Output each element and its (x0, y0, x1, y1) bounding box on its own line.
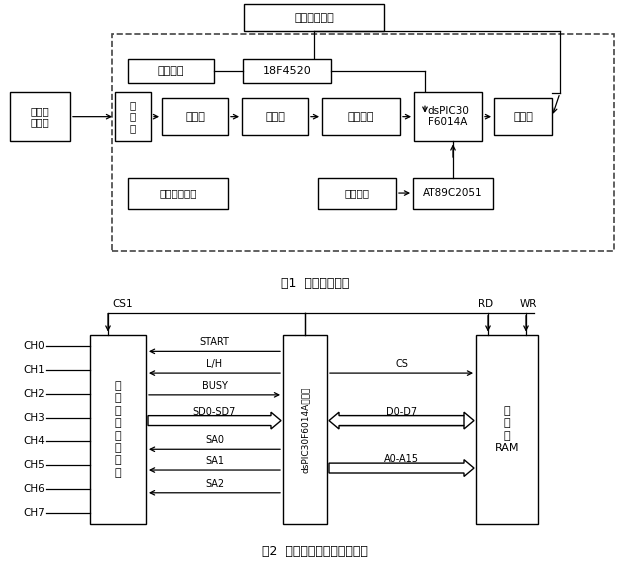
Bar (494, 98, 552, 135)
Text: 传
感
器: 传 感 器 (130, 100, 136, 133)
Text: CH4: CH4 (23, 437, 45, 446)
Text: 18F4520: 18F4520 (263, 66, 311, 76)
Text: CS1: CS1 (112, 299, 133, 309)
Text: 图1  系统结构框图: 图1 系统结构框图 (281, 277, 349, 290)
Text: SD0-SD7: SD0-SD7 (193, 407, 236, 417)
Text: AT89C2051: AT89C2051 (423, 188, 483, 198)
Bar (318, 178, 396, 209)
Text: 图2  信号采集及处理电路原理: 图2 信号采集及处理电路原理 (262, 545, 368, 558)
Text: 大
容
量
RAM: 大 容 量 RAM (495, 406, 519, 453)
Text: CH6: CH6 (23, 484, 45, 494)
Text: CH1: CH1 (23, 365, 45, 375)
Bar (128, 59, 214, 82)
Bar (322, 98, 400, 135)
FancyArrow shape (148, 412, 281, 429)
Text: 车号识别系统: 车号识别系统 (294, 12, 334, 23)
Text: A0-A15: A0-A15 (384, 454, 419, 464)
Text: 仪表键盘: 仪表键盘 (345, 188, 370, 198)
Text: 仪表工作电源: 仪表工作电源 (159, 188, 197, 198)
Bar (242, 98, 308, 135)
Text: START: START (200, 337, 229, 347)
Text: SA2: SA2 (205, 479, 224, 489)
Text: CH0: CH0 (23, 341, 45, 351)
Text: 存储器: 存储器 (513, 112, 533, 122)
Bar (283, 334, 327, 525)
Text: RD: RD (478, 299, 493, 309)
Text: WR: WR (519, 299, 537, 309)
Text: dsPIC30F6014A控制器: dsPIC30F6014A控制器 (301, 386, 309, 473)
Text: 放大器: 放大器 (185, 112, 205, 122)
Text: 显示单元: 显示单元 (158, 66, 184, 76)
Text: SA1: SA1 (205, 456, 224, 466)
Text: CH5: CH5 (23, 460, 45, 470)
Text: CS: CS (395, 359, 408, 369)
Text: 机械承
载结构: 机械承 载结构 (31, 106, 49, 127)
Bar (244, 4, 384, 31)
Text: L/H: L/H (207, 359, 222, 369)
Text: BUSY: BUSY (202, 381, 227, 391)
FancyArrow shape (339, 412, 474, 429)
Text: 滤波器: 滤波器 (265, 112, 285, 122)
Text: CH2: CH2 (23, 389, 45, 399)
Bar (162, 98, 228, 135)
Bar (112, 34, 614, 251)
FancyArrow shape (329, 460, 474, 477)
Bar (10, 92, 70, 142)
Text: SA0: SA0 (205, 435, 224, 446)
Bar (476, 334, 538, 525)
Bar (90, 334, 146, 525)
Text: 模数转换: 模数转换 (348, 112, 374, 122)
Text: 高
精
度
模
数
转
换
器: 高 精 度 模 数 转 换 器 (115, 381, 122, 478)
Bar (414, 92, 482, 142)
Bar (243, 59, 331, 82)
Bar (128, 178, 228, 209)
Text: D0-D7: D0-D7 (386, 407, 417, 417)
Text: dsPIC30
F6014A: dsPIC30 F6014A (427, 106, 469, 127)
FancyArrow shape (329, 412, 464, 429)
Text: CH7: CH7 (23, 508, 45, 518)
Bar (413, 178, 493, 209)
Text: CH3: CH3 (23, 413, 45, 422)
Bar (115, 92, 151, 142)
